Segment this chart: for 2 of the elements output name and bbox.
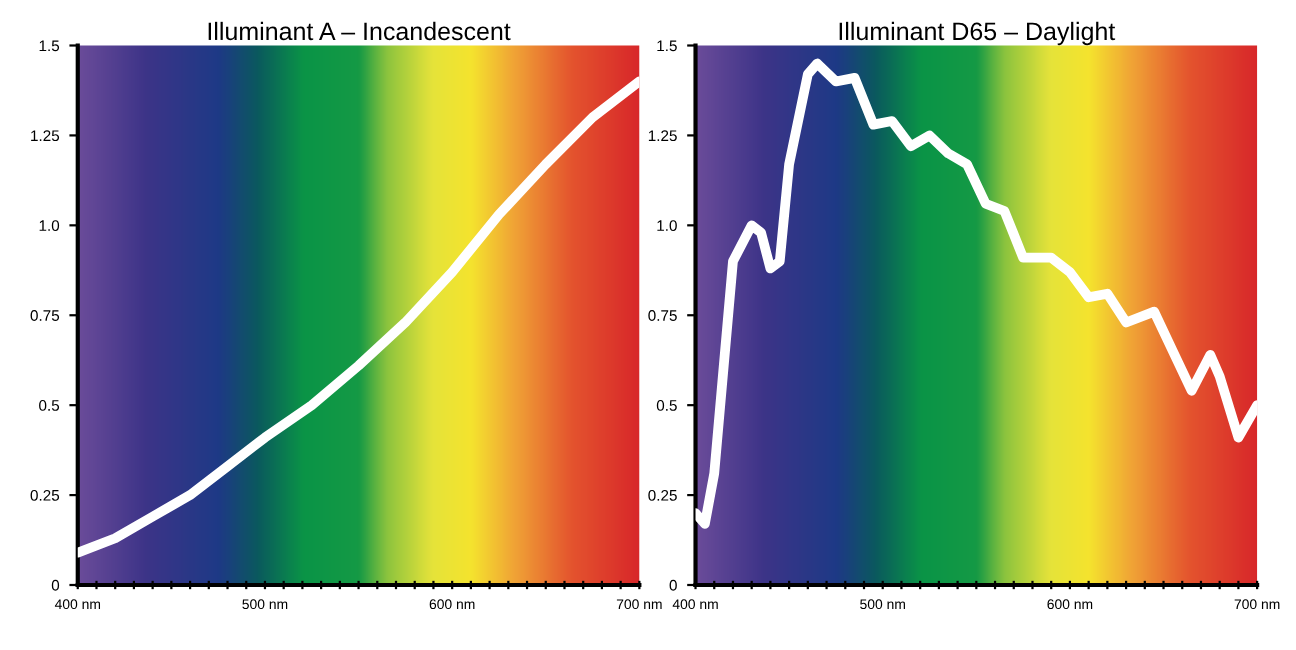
chart-title: Illuminant A – Incandescent [208,21,511,41]
chart-title: Illuminant D65 – Daylight [839,21,1116,46]
